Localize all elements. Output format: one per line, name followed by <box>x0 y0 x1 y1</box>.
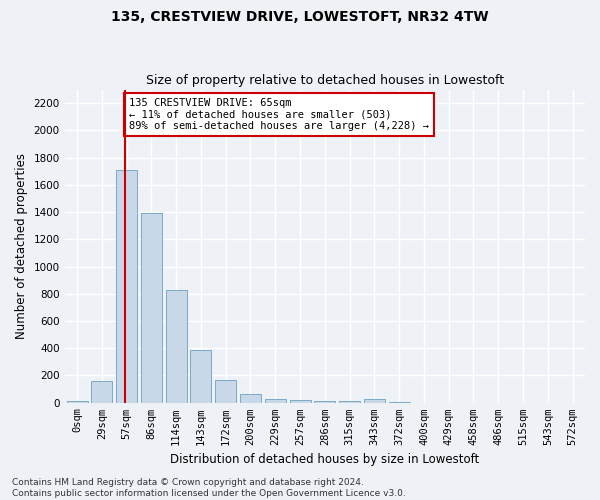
Title: Size of property relative to detached houses in Lowestoft: Size of property relative to detached ho… <box>146 74 504 87</box>
Bar <box>215 380 236 402</box>
Bar <box>141 212 162 402</box>
Bar <box>190 350 211 403</box>
Bar <box>314 400 335 402</box>
Bar <box>265 398 286 402</box>
Bar <box>166 290 187 403</box>
Y-axis label: Number of detached properties: Number of detached properties <box>15 153 28 339</box>
Text: 135 CRESTVIEW DRIVE: 65sqm
← 11% of detached houses are smaller (503)
89% of sem: 135 CRESTVIEW DRIVE: 65sqm ← 11% of deta… <box>129 98 429 131</box>
Bar <box>339 400 360 402</box>
Bar <box>67 400 88 402</box>
Bar <box>91 381 112 402</box>
X-axis label: Distribution of detached houses by size in Lowestoft: Distribution of detached houses by size … <box>170 454 479 466</box>
Bar <box>290 400 311 402</box>
Bar <box>240 394 261 402</box>
Text: Contains HM Land Registry data © Crown copyright and database right 2024.
Contai: Contains HM Land Registry data © Crown c… <box>12 478 406 498</box>
Bar <box>364 399 385 402</box>
Bar <box>116 170 137 402</box>
Text: 135, CRESTVIEW DRIVE, LOWESTOFT, NR32 4TW: 135, CRESTVIEW DRIVE, LOWESTOFT, NR32 4T… <box>111 10 489 24</box>
